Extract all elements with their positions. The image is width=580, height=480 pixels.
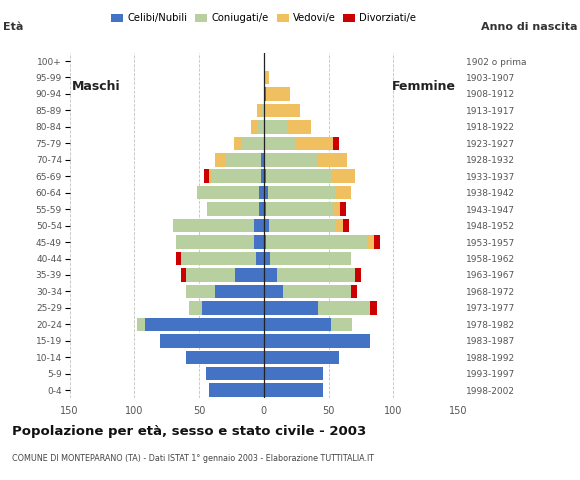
Text: Età: Età bbox=[3, 22, 23, 32]
Bar bbox=[336, 219, 343, 232]
Bar bbox=[258, 120, 264, 133]
Bar bbox=[262, 169, 264, 183]
Bar bbox=[160, 334, 264, 348]
Bar bbox=[266, 87, 290, 101]
Bar bbox=[253, 219, 264, 232]
Bar bbox=[197, 186, 259, 199]
Bar bbox=[264, 137, 296, 150]
Bar bbox=[173, 219, 253, 232]
Bar bbox=[351, 285, 357, 298]
Bar bbox=[266, 203, 334, 216]
Bar bbox=[374, 235, 380, 249]
Bar bbox=[264, 169, 266, 183]
Text: Maschi: Maschi bbox=[72, 80, 121, 93]
Bar bbox=[318, 301, 370, 314]
Text: COMUNE DI MONTEPARANO (TA) - Dati ISTAT 1° gennaio 2003 - Elaborazione TUTTITALI: COMUNE DI MONTEPARANO (TA) - Dati ISTAT … bbox=[12, 454, 374, 463]
Bar bbox=[264, 120, 287, 133]
Bar bbox=[181, 268, 186, 282]
Bar bbox=[215, 285, 264, 298]
Bar bbox=[215, 153, 225, 167]
Bar bbox=[205, 367, 264, 381]
Bar bbox=[264, 268, 277, 282]
Bar bbox=[343, 219, 349, 232]
Bar bbox=[264, 71, 269, 84]
Bar bbox=[331, 169, 354, 183]
Bar bbox=[318, 153, 347, 167]
Text: Femmine: Femmine bbox=[392, 80, 456, 93]
Bar bbox=[334, 203, 340, 216]
Bar bbox=[368, 235, 374, 249]
Bar bbox=[207, 203, 259, 216]
Bar bbox=[264, 153, 318, 167]
Bar bbox=[354, 268, 361, 282]
Bar bbox=[277, 268, 354, 282]
Bar bbox=[331, 318, 352, 331]
Bar bbox=[264, 318, 331, 331]
Bar bbox=[287, 120, 310, 133]
Bar bbox=[264, 203, 266, 216]
Bar bbox=[270, 252, 351, 265]
Bar bbox=[253, 235, 264, 249]
Bar bbox=[283, 285, 351, 298]
Bar bbox=[145, 318, 264, 331]
Bar bbox=[212, 169, 262, 183]
Bar bbox=[268, 186, 335, 199]
Bar bbox=[209, 169, 212, 183]
Bar bbox=[264, 219, 269, 232]
Bar bbox=[266, 235, 368, 249]
Bar bbox=[176, 252, 181, 265]
Bar bbox=[264, 87, 266, 101]
Bar bbox=[335, 186, 351, 199]
Bar bbox=[262, 153, 264, 167]
Bar bbox=[235, 268, 264, 282]
Bar bbox=[204, 169, 209, 183]
Bar bbox=[264, 384, 324, 397]
Bar bbox=[234, 137, 241, 150]
Bar bbox=[264, 252, 270, 265]
Bar bbox=[259, 203, 264, 216]
Bar bbox=[258, 104, 262, 117]
Bar bbox=[176, 235, 253, 249]
Bar bbox=[137, 318, 145, 331]
Bar bbox=[186, 268, 235, 282]
Bar bbox=[259, 186, 264, 199]
Bar bbox=[264, 301, 318, 314]
Text: Anno di nascita: Anno di nascita bbox=[481, 22, 577, 32]
Bar bbox=[264, 285, 283, 298]
Bar bbox=[181, 252, 256, 265]
Bar bbox=[264, 350, 339, 364]
Bar bbox=[370, 301, 376, 314]
Bar bbox=[264, 235, 266, 249]
Bar bbox=[241, 137, 264, 150]
Bar bbox=[264, 186, 268, 199]
Bar bbox=[269, 219, 336, 232]
Bar bbox=[186, 285, 215, 298]
Bar bbox=[266, 169, 331, 183]
Bar bbox=[225, 153, 262, 167]
Bar bbox=[202, 301, 264, 314]
Bar bbox=[296, 137, 332, 150]
Bar bbox=[251, 120, 258, 133]
Bar bbox=[264, 367, 324, 381]
Bar bbox=[256, 252, 264, 265]
Text: Popolazione per età, sesso e stato civile - 2003: Popolazione per età, sesso e stato civil… bbox=[12, 425, 366, 438]
Bar bbox=[332, 137, 339, 150]
Bar bbox=[188, 301, 202, 314]
Bar bbox=[262, 104, 264, 117]
Bar bbox=[186, 350, 264, 364]
Legend: Celibi/Nubili, Coniugati/e, Vedovi/e, Divorziati/e: Celibi/Nubili, Coniugati/e, Vedovi/e, Di… bbox=[107, 10, 421, 27]
Bar bbox=[264, 104, 300, 117]
Bar bbox=[264, 334, 370, 348]
Bar bbox=[209, 384, 264, 397]
Bar bbox=[340, 203, 346, 216]
